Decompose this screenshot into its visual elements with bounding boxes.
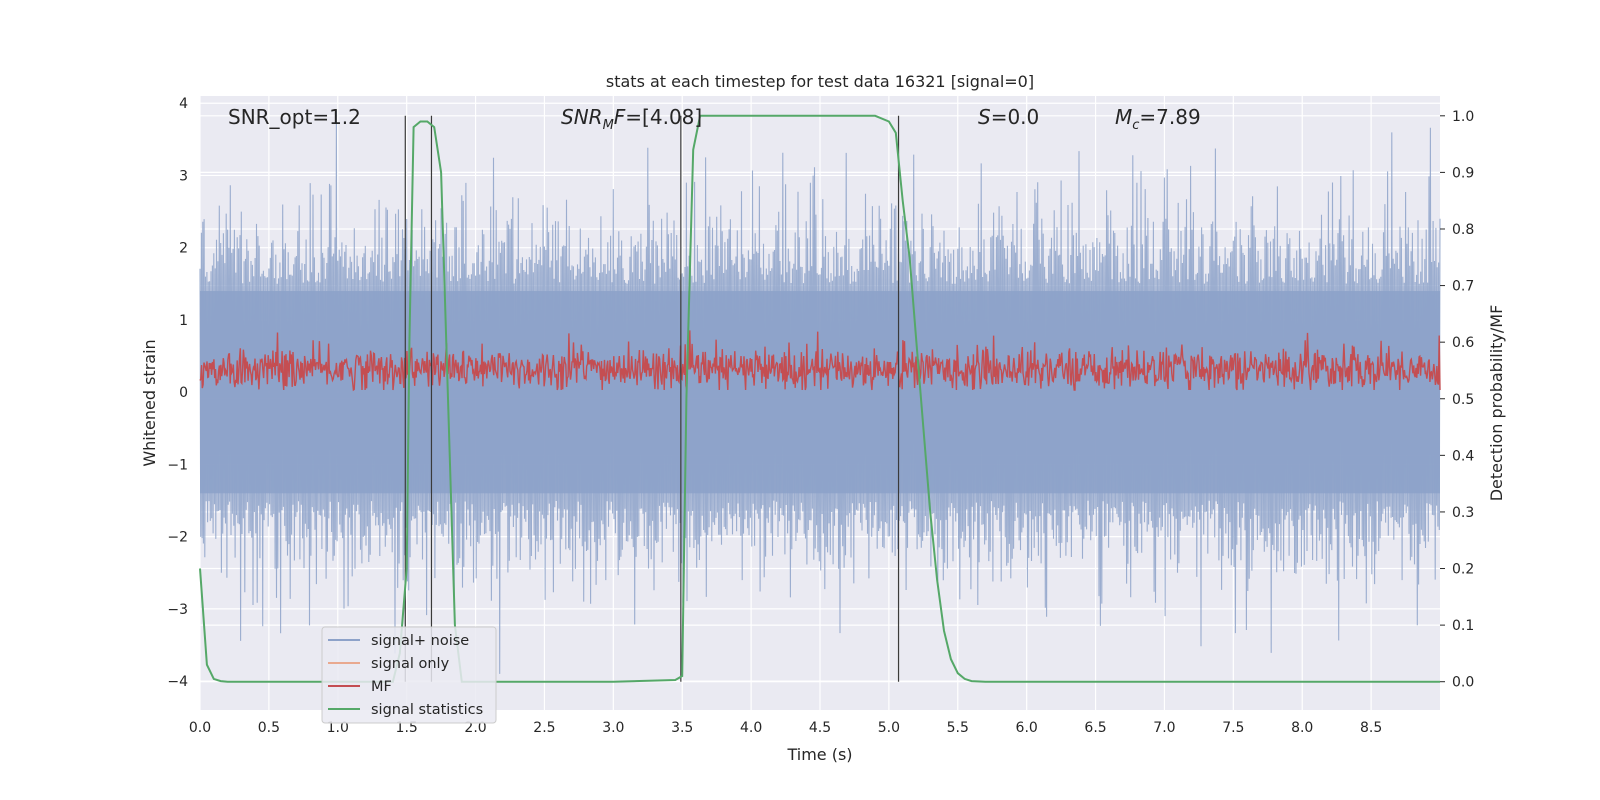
annotation-snr-opt: SNR_opt=1.2 xyxy=(228,105,361,129)
y2-tick-label: 0.3 xyxy=(1452,505,1474,521)
x-tick-label: 1.0 xyxy=(327,720,349,736)
y-axis-ticks: 4 3 2 1 0 −1 −2 −3 −4 xyxy=(167,96,188,690)
snr-mf-symbol: SNR xyxy=(561,105,603,129)
annotation-mc: Mc=7.89 xyxy=(1115,105,1201,133)
y2-tick-label: 0.2 xyxy=(1452,562,1474,578)
annotation-s: S=0.0 xyxy=(978,105,1039,129)
snr-mf-value: =[4.08] xyxy=(625,105,702,129)
x-tick-label: 2.0 xyxy=(464,720,486,736)
legend-label-mf: MF xyxy=(371,679,392,695)
y-tick-label: 0 xyxy=(179,385,188,401)
s-symbol: S xyxy=(978,105,991,129)
y2-tick-label: 0.9 xyxy=(1452,165,1474,181)
x-tick-label: 3.0 xyxy=(602,720,624,736)
chart-title: stats at each timestep for test data 163… xyxy=(606,72,1034,91)
y-axis-label: Whitened strain xyxy=(140,339,159,466)
x-tick-label: 7.5 xyxy=(1222,720,1244,736)
y-tick-label: −1 xyxy=(167,457,188,473)
y2-axis-ticks: 1.0 0.9 0.8 0.7 0.6 0.5 0.4 0.3 0.2 0.1 0.0 xyxy=(1440,109,1474,691)
mc-value: =7.89 xyxy=(1139,105,1200,129)
x-tick-label: 5.0 xyxy=(878,720,900,736)
legend: signal+ noise signal only MF signal stat… xyxy=(321,626,497,724)
annotation-snr-mf: SNRMF=[4.08] xyxy=(561,105,702,133)
y2-tick-label: 0.0 xyxy=(1452,675,1474,691)
y-tick-label: 1 xyxy=(179,313,188,329)
y2-axis-label: Detection probability/MF xyxy=(1487,305,1506,502)
x-tick-label: 8.5 xyxy=(1360,720,1382,736)
x-axis-ticks: 0.0 0.5 1.0 1.5 2.0 2.5 3.0 3.5 4.0 4.5 5.0 5.5 6.0 6… xyxy=(189,720,1382,736)
legend-label-signal-statistics: signal statistics xyxy=(371,702,483,718)
series-signal-noise xyxy=(199,110,1441,674)
y2-tick-label: 1.0 xyxy=(1452,109,1474,125)
y-tick-label: 4 xyxy=(179,96,188,112)
noise-series xyxy=(199,110,1441,674)
y2-tick-label: 0.4 xyxy=(1452,448,1474,464)
mc-symbol: M xyxy=(1115,105,1132,129)
x-tick-label: 6.0 xyxy=(1016,720,1038,736)
y-tick-label: 2 xyxy=(179,241,188,257)
x-axis-label: Time (s) xyxy=(786,745,852,764)
y-tick-label: −4 xyxy=(167,674,188,690)
y-tick-label: −3 xyxy=(167,602,188,618)
y2-tick-label: 0.7 xyxy=(1452,279,1474,295)
legend-label-signal-noise: signal+ noise xyxy=(371,633,469,649)
x-tick-label: 2.5 xyxy=(533,720,555,736)
legend-item-signal-only: signal only xyxy=(328,656,450,672)
legend-item-mf: MF xyxy=(328,679,392,695)
y2-tick-label: 0.8 xyxy=(1452,222,1474,238)
legend-item-signal-statistics: signal statistics xyxy=(328,702,483,718)
x-tick-label: 3.5 xyxy=(671,720,693,736)
x-tick-label: 4.5 xyxy=(809,720,831,736)
snr-mf-subscript: M xyxy=(603,118,614,133)
mc-subscript: c xyxy=(1132,118,1139,133)
legend-label-signal-only: signal only xyxy=(371,656,450,672)
y2-tick-label: 0.6 xyxy=(1452,335,1474,351)
series-signal-noise-core xyxy=(200,291,1440,494)
x-tick-label: 8.0 xyxy=(1291,720,1313,736)
x-tick-label: 4.0 xyxy=(740,720,762,736)
x-tick-label: 1.5 xyxy=(396,720,418,736)
x-tick-label: 7.0 xyxy=(1153,720,1175,736)
x-tick-label: 0.0 xyxy=(189,720,211,736)
x-tick-label: 0.5 xyxy=(258,720,280,736)
x-tick-label: 5.5 xyxy=(947,720,969,736)
legend-box xyxy=(321,626,497,724)
s-value: =0.0 xyxy=(991,105,1040,129)
x-tick-label: 6.5 xyxy=(1084,720,1106,736)
snr-mf-tail: F xyxy=(614,105,626,129)
y2-tick-label: 0.5 xyxy=(1452,392,1474,408)
y-tick-label: 3 xyxy=(179,168,188,184)
series-mf xyxy=(199,330,1441,392)
legend-item-signal-noise: signal+ noise xyxy=(328,633,469,649)
annotations: SNR_opt=1.2 SNRMF=[4.08] S=0.0 Mc=7.89 xyxy=(228,105,1201,133)
y2-tick-label: 0.1 xyxy=(1452,618,1474,634)
mf-series xyxy=(199,330,1441,392)
y-tick-label: −2 xyxy=(167,530,188,546)
